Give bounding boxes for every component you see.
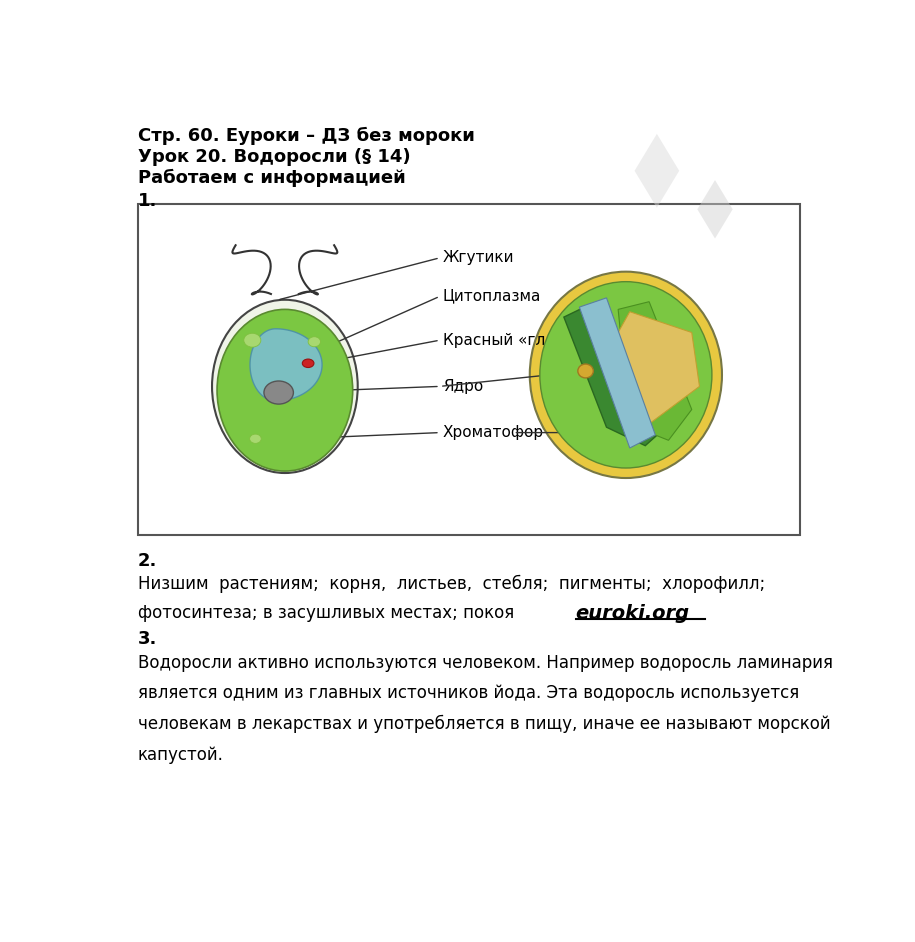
Text: 1.: 1.	[137, 192, 157, 210]
Polygon shape	[564, 304, 669, 446]
Text: Водоросли активно используются человеком. Например водоросль ламинария: Водоросли активно используются человеком…	[137, 654, 833, 672]
Text: Хроматофор: Хроматофор	[443, 425, 544, 440]
Ellipse shape	[530, 271, 722, 478]
Text: Низшим  растениям;  корня,  листьев,  стебля;  пигменты;  хлорофилл;: Низшим растениям; корня, листьев, стебля…	[137, 575, 765, 593]
Ellipse shape	[217, 309, 352, 471]
Ellipse shape	[212, 300, 358, 473]
Ellipse shape	[308, 336, 320, 347]
Ellipse shape	[250, 434, 262, 444]
Text: Цитоплазма: Цитоплазма	[443, 289, 542, 304]
Text: фотосинтеза; в засушливых местах; покоя: фотосинтеза; в засушливых местах; покоя	[137, 605, 514, 623]
Text: 2.: 2.	[137, 552, 157, 570]
Text: является одним из главных источников йода. Эта водоросль используется: является одним из главных источников йод…	[137, 685, 799, 703]
Text: Ядро: Ядро	[443, 379, 483, 394]
Text: человекам в лекарствах и употребляется в пищу, иначе ее называют морской: человекам в лекарствах и употребляется в…	[137, 715, 830, 734]
Text: Стр. 60. Еуроки – ДЗ без мороки: Стр. 60. Еуроки – ДЗ без мороки	[137, 127, 475, 145]
Text: Красный «глазок»: Красный «глазок»	[443, 333, 591, 348]
Polygon shape	[619, 301, 692, 440]
Polygon shape	[607, 312, 699, 432]
Text: euroki.org: euroki.org	[576, 605, 690, 624]
Text: Работаем с информацией: Работаем с информацией	[137, 169, 405, 187]
Text: капустой.: капустой.	[137, 746, 223, 764]
FancyBboxPatch shape	[137, 203, 801, 535]
Ellipse shape	[540, 282, 712, 468]
Ellipse shape	[264, 381, 294, 404]
Ellipse shape	[243, 333, 261, 347]
Polygon shape	[579, 298, 655, 448]
Polygon shape	[635, 134, 679, 208]
Text: Урок 20. Водоросли (§ 14): Урок 20. Водоросли (§ 14)	[137, 148, 410, 166]
Ellipse shape	[302, 359, 314, 367]
Ellipse shape	[578, 364, 593, 378]
Polygon shape	[250, 329, 322, 401]
Text: 3.: 3.	[137, 630, 157, 648]
Polygon shape	[697, 180, 733, 238]
Text: Жгутики: Жгутики	[443, 251, 514, 266]
